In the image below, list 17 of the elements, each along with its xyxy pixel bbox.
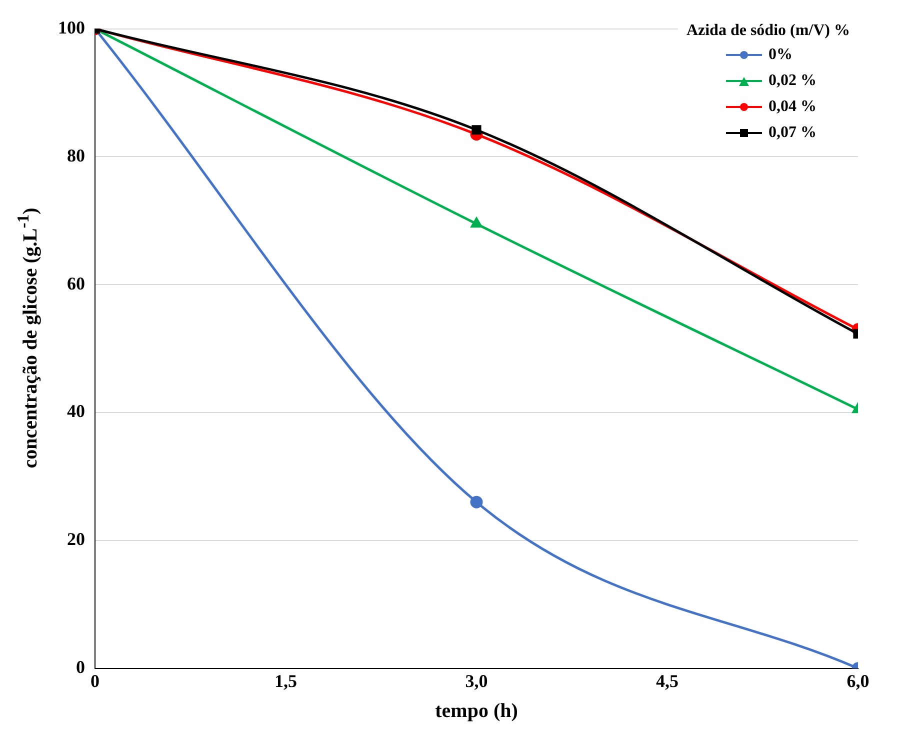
legend-label: 0,04 % bbox=[768, 98, 816, 116]
y-tick-label: 0 bbox=[76, 657, 85, 678]
x-tick-label: 6,0 bbox=[846, 670, 870, 691]
y-tick-label: 40 bbox=[67, 401, 85, 422]
x-tick-label: 4,5 bbox=[656, 670, 678, 691]
y-tick-label: 100 bbox=[58, 17, 85, 38]
x-tick-label: 1,5 bbox=[274, 670, 297, 691]
legend-title: Azida de sódio (m/V) % bbox=[686, 22, 850, 40]
y-tick-label: 80 bbox=[67, 145, 85, 166]
y-tick-label: 20 bbox=[67, 529, 85, 550]
y-tick-label: 60 bbox=[67, 273, 85, 294]
legend-label: 0% bbox=[768, 46, 792, 64]
x-tick-label: 0 bbox=[90, 670, 100, 691]
legend-label: 0,02 % bbox=[768, 72, 816, 90]
x-tick-label: 3,0 bbox=[465, 670, 488, 691]
x-axis-title: tempo (h) bbox=[435, 700, 518, 722]
legend-label: 0,07 % bbox=[768, 124, 816, 142]
